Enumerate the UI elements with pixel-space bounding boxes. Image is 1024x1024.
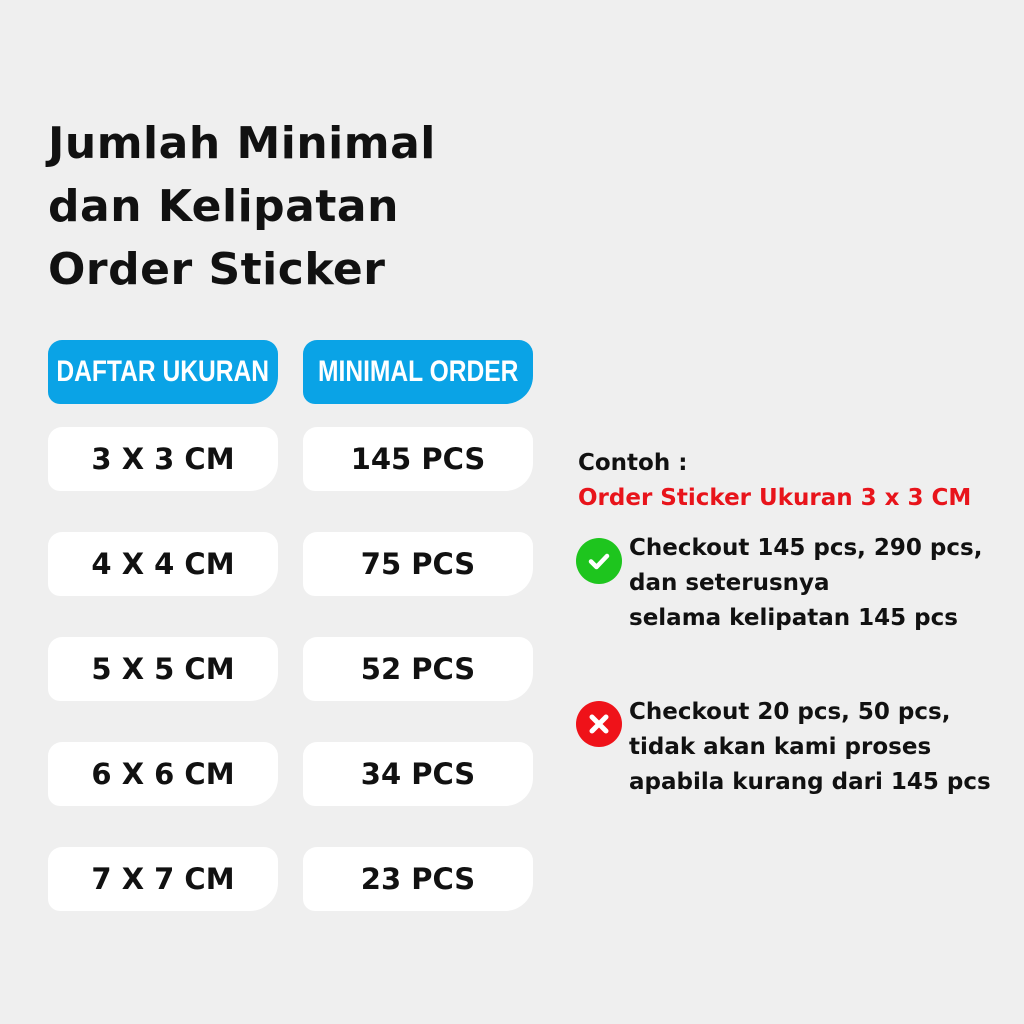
min-order-cell: 145 PCS	[303, 427, 533, 491]
header-label: MINIMAL ORDER	[317, 355, 519, 388]
header-min-order: MINIMAL ORDER	[303, 340, 533, 404]
valid-line: dan seterusnya	[629, 570, 830, 596]
title-line: Jumlah Minimal	[48, 118, 436, 169]
min-order-cell: 34 PCS	[303, 742, 533, 806]
example-subtitle: Order Sticker Ukuran 3 x 3 CM	[578, 485, 972, 511]
size-cell: 6 X 6 CM	[48, 742, 278, 806]
invalid-example: Checkout 20 pcs, 50 pcs, tidak akan kami…	[629, 695, 991, 800]
min-order-cell: 23 PCS	[303, 847, 533, 911]
title-line: Order Sticker	[48, 244, 386, 295]
size-cell: 7 X 7 CM	[48, 847, 278, 911]
invalid-line: tidak akan kami proses	[629, 734, 932, 760]
header-size: DAFTAR UKURAN	[48, 340, 278, 404]
valid-line: Checkout 145 pcs, 290 pcs,	[629, 535, 983, 561]
check-circle-icon	[576, 538, 622, 584]
size-cell: 5 X 5 CM	[48, 637, 278, 701]
min-order-cell: 75 PCS	[303, 532, 533, 596]
invalid-line: apabila kurang dari 145 pcs	[629, 769, 991, 795]
size-cell: 4 X 4 CM	[48, 532, 278, 596]
invalid-line: Checkout 20 pcs, 50 pcs,	[629, 699, 951, 725]
x-circle-icon	[576, 701, 622, 747]
min-order-cell: 52 PCS	[303, 637, 533, 701]
valid-line: selama kelipatan 145 pcs	[629, 605, 958, 631]
size-cell: 3 X 3 CM	[48, 427, 278, 491]
header-label: DAFTAR UKURAN	[56, 355, 270, 388]
page-title: Jumlah Minimal dan Kelipatan Order Stick…	[48, 112, 436, 301]
title-line: dan Kelipatan	[48, 181, 399, 232]
example-label: Contoh :	[578, 450, 688, 476]
valid-example: Checkout 145 pcs, 290 pcs, dan seterusny…	[629, 531, 982, 636]
